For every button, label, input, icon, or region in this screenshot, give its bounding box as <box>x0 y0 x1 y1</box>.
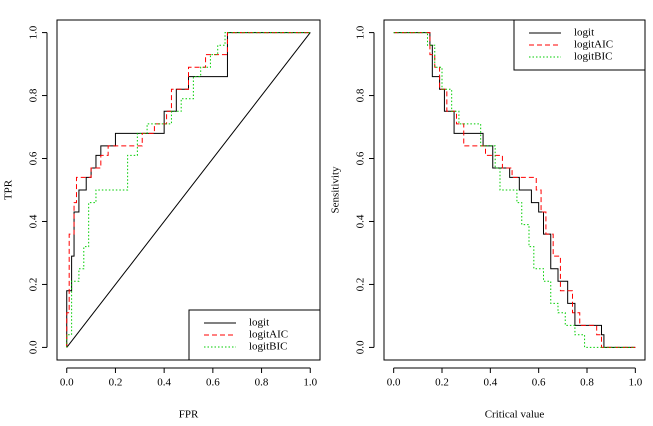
x-tick-label: 0.2 <box>109 377 123 389</box>
x-tick-label: 1.0 <box>628 377 642 389</box>
legend-label: logitAIC <box>249 329 288 341</box>
series-line <box>393 32 636 348</box>
y-tick-label: 1.0 <box>28 25 40 39</box>
x-tick-label: 0.0 <box>60 377 74 389</box>
legend-box <box>188 309 321 361</box>
series-line <box>66 32 311 348</box>
legend-label: logitAIC <box>574 39 613 51</box>
reference-line <box>66 32 311 348</box>
series-line <box>66 32 311 348</box>
legend-box <box>513 19 646 71</box>
x-tick-label: 0.8 <box>580 377 594 389</box>
x-tick-label: 0.6 <box>206 377 220 389</box>
x-tick-label: 0.4 <box>157 377 171 389</box>
legend-label: logit <box>574 27 594 39</box>
y-axis-title: Sensitivity <box>330 166 342 214</box>
x-tick-label: 0.2 <box>435 377 449 389</box>
x-tick-label: 0.0 <box>387 377 401 389</box>
y-tick-label: 0.0 <box>355 340 367 354</box>
series-line <box>66 32 311 348</box>
x-tick-label: 0.8 <box>255 377 269 389</box>
x-axis-title: Critical value <box>485 409 545 421</box>
y-tick-label: 0.2 <box>28 278 40 292</box>
y-tick-label: 0.4 <box>28 214 40 228</box>
y-tick-label: 0.8 <box>28 88 40 102</box>
y-tick-label: 0.6 <box>355 151 367 165</box>
y-tick-label: 0.4 <box>355 214 367 228</box>
legend-label: logit <box>249 317 269 329</box>
x-tick-label: 0.6 <box>532 377 546 389</box>
series-line <box>393 32 636 348</box>
x-axis-title: FPR <box>179 409 199 421</box>
y-axis-title: TPR <box>3 179 15 200</box>
plot-box <box>383 19 646 361</box>
x-tick-label: 1.0 <box>303 377 317 389</box>
legend-label: logitBIC <box>249 341 288 353</box>
y-tick-label: 0.0 <box>28 340 40 354</box>
y-tick-label: 0.6 <box>28 151 40 165</box>
x-tick-label: 0.4 <box>483 377 497 389</box>
y-tick-label: 1.0 <box>355 25 367 39</box>
legend-label: logitBIC <box>574 51 613 63</box>
y-tick-label: 0.2 <box>355 278 367 292</box>
y-tick-label: 0.8 <box>355 88 367 102</box>
series-line <box>393 32 636 348</box>
